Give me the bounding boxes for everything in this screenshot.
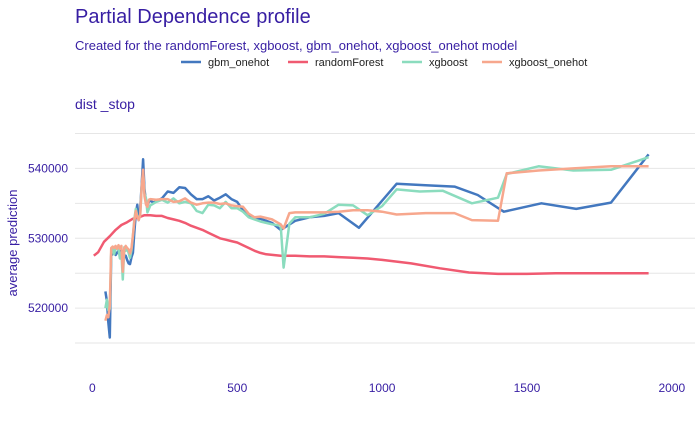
- panel-label: dist _stop: [75, 96, 135, 112]
- legend-label-xgboost_onehot: xgboost_onehot: [509, 57, 587, 69]
- x-tick-label: 500: [227, 381, 247, 395]
- x-tick-label: 2000: [658, 381, 685, 395]
- series-line-randomForest: [93, 213, 649, 276]
- y-tick-label: 540000: [28, 161, 68, 175]
- chart-subtitle: Created for the randomForest, xgboost, g…: [75, 38, 518, 53]
- x-tick-label: 1000: [369, 381, 396, 395]
- chart-title: Partial Dependence profile: [75, 6, 311, 28]
- legend: gbm_onehot randomForest xgboost xgboost_one…: [181, 57, 587, 69]
- series-layer: [93, 153, 650, 339]
- series-line-gbm_onehot: [104, 153, 650, 339]
- legend-label-xgboost: xgboost: [429, 57, 468, 69]
- x-tick-label: 1500: [514, 381, 541, 395]
- x-tick-label: 0: [89, 381, 96, 395]
- y-axis: 520000 530000 540000: [28, 161, 68, 315]
- legend-label-gbm_onehot: gbm_onehot: [208, 57, 269, 69]
- legend-label-randomForest: randomForest: [315, 57, 383, 69]
- series-line-xgboost_onehot: [104, 165, 649, 322]
- y-tick-label: 520000: [28, 301, 68, 315]
- y-axis-title: average prediction: [5, 190, 20, 297]
- x-axis: 0 500 1000 1500 2000: [89, 381, 685, 395]
- grid: [75, 132, 695, 344]
- y-tick-label: 530000: [28, 231, 68, 245]
- series-line-xgboost: [104, 156, 649, 312]
